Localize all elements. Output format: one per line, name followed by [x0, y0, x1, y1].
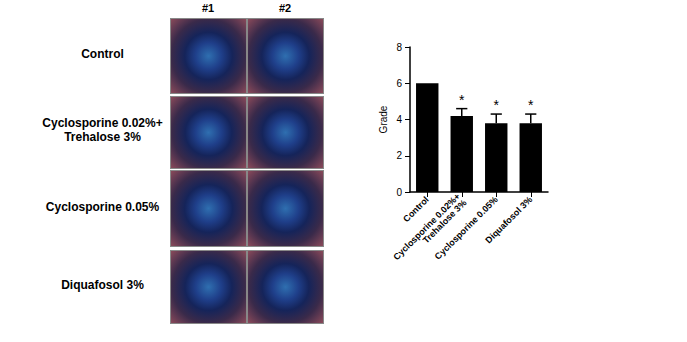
svg-text:Diquafosol 3%: Diquafosol 3%	[483, 194, 534, 245]
svg-text:Trehalose 3%: Trehalose 3%	[420, 197, 469, 246]
svg-text:8: 8	[396, 42, 402, 53]
svg-text:*: *	[528, 97, 534, 113]
svg-text:*: *	[494, 97, 500, 113]
svg-text:*: *	[459, 92, 465, 108]
svg-text:Control: Control	[401, 194, 431, 225]
html-text:Diquafosol 3%: Diquafosol 3%	[61, 278, 144, 292]
svg-text:2: 2	[396, 150, 402, 161]
svg-text:6: 6	[396, 78, 402, 89]
svg-text:4: 4	[396, 114, 402, 125]
html-text:Control: Control	[81, 47, 124, 61]
svg-text:Cyclosporine 0.05%: Cyclosporine 0.05%	[433, 194, 500, 261]
html-text:Cyclosporine 0.02%+ Trehalose: Cyclosporine 0.02%+ Trehalose 3%	[42, 115, 163, 144]
svg-text:Cyclosporine 0.02%+: Cyclosporine 0.02%+	[391, 191, 462, 262]
html-text:#2: #2	[278, 2, 292, 14]
svg-text:Grade: Grade	[378, 105, 389, 133]
html-text:#1: #1	[201, 2, 215, 14]
html-text:Cyclosporine 0.05%: Cyclosporine 0.05%	[45, 199, 160, 214]
svg-text:0: 0	[396, 187, 402, 198]
